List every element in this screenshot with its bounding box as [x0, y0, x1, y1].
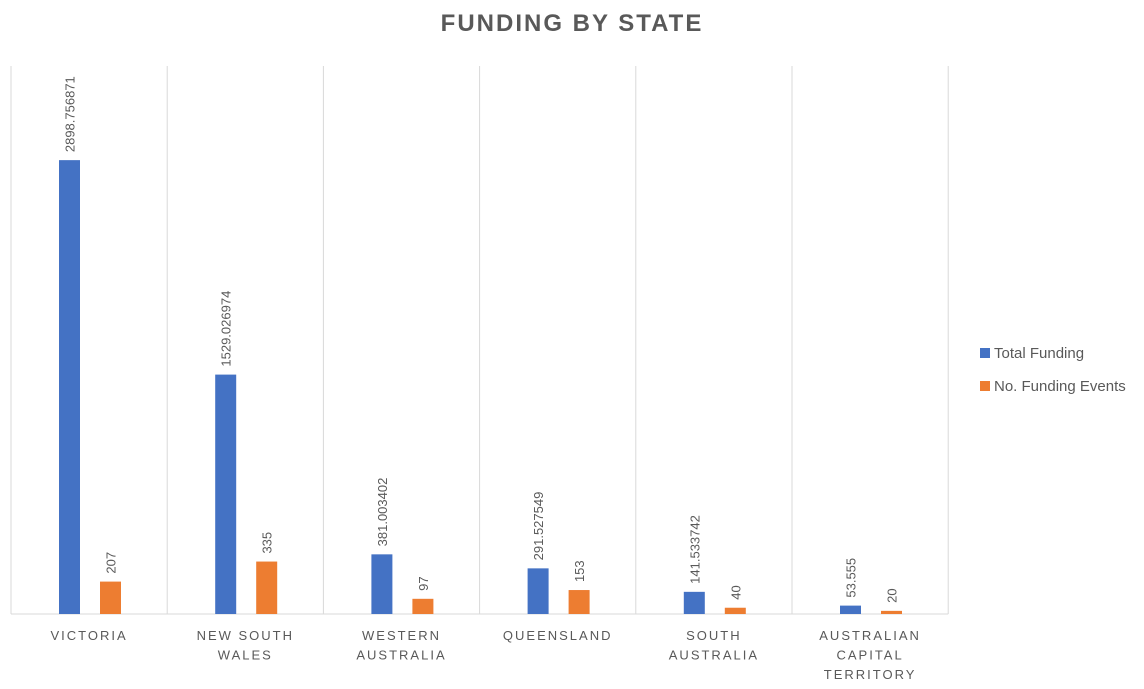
category-labels: VICTORIA NEW SOUTH WALES WESTERN AUSTRALIA QU…: [51, 628, 921, 682]
data-label: 1529.026974: [219, 291, 234, 367]
data-label: 40: [728, 585, 743, 599]
bar-funding-events: [568, 590, 590, 614]
legend-label: No. Funding Events: [994, 378, 1126, 395]
category-label: SOUTH: [686, 628, 742, 643]
bar-total-funding: [215, 374, 237, 614]
category-label: AUSTRALIAN: [819, 628, 921, 643]
bar-total-funding: [527, 568, 549, 614]
bars: [59, 160, 902, 614]
legend-swatch: [980, 381, 990, 391]
bar-total-funding: [59, 160, 80, 614]
data-labels: 2898.756871 1529.026974 381.003402 291.5275…: [63, 76, 900, 603]
data-label: 381.003402: [375, 478, 390, 547]
bar-funding-events: [256, 561, 278, 614]
bar-funding-events: [881, 610, 902, 614]
category-label: QUEENSLAND: [503, 628, 613, 643]
data-label: 141.533742: [687, 515, 702, 584]
gridlines: [10, 66, 949, 615]
data-label: 20: [885, 588, 900, 602]
data-label: 335: [260, 532, 275, 554]
bar-funding-events: [412, 598, 434, 614]
data-label: 153: [572, 560, 587, 582]
bar-funding-events: [724, 607, 746, 614]
data-label: 97: [416, 576, 431, 590]
category-label: TERRITORY: [824, 667, 917, 682]
legend-label: Total Funding: [994, 345, 1084, 362]
category-label: WESTERN: [362, 628, 441, 643]
legend-swatch: [980, 348, 990, 358]
bar-total-funding: [840, 605, 861, 614]
category-label: AUSTRALIA: [356, 648, 446, 663]
bar-total-funding: [371, 554, 393, 614]
category-label: VICTORIA: [51, 628, 128, 643]
data-label: 2898.756871: [63, 76, 78, 152]
bar-funding-events: [100, 581, 121, 614]
category-label: CAPITAL: [836, 648, 903, 663]
data-label: 207: [104, 552, 119, 574]
category-label: AUSTRALIA: [669, 648, 759, 663]
chart-title: FUNDING BY STATE: [441, 10, 704, 37]
legend: Total Funding No. Funding Events: [980, 345, 1126, 395]
data-label: 53.555: [844, 558, 859, 598]
data-label: 291.527549: [531, 492, 546, 561]
bar-total-funding: [683, 591, 705, 614]
category-label: WALES: [218, 648, 273, 663]
category-label: NEW SOUTH: [197, 628, 294, 643]
